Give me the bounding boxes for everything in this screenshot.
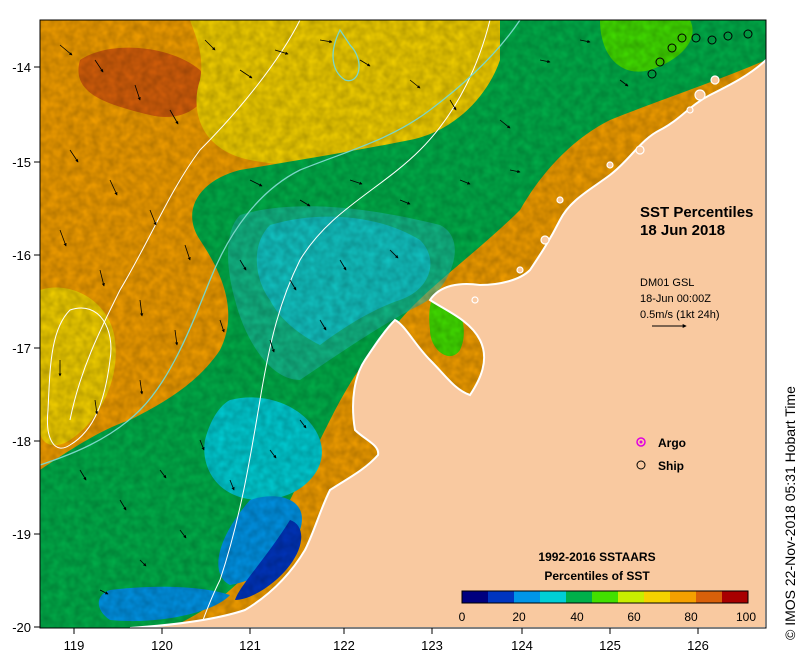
- map-title: SST Percentiles: [640, 204, 753, 221]
- y-tick-label: -17: [12, 341, 31, 356]
- ship-marker-icon: [636, 460, 646, 470]
- colorbar-swatch: [514, 591, 541, 603]
- colorbar-tick-label: 40: [570, 610, 584, 624]
- colorbar-tick-label: 100: [736, 610, 756, 624]
- colorbar-swatch: [488, 591, 515, 603]
- current-vectors: [58, 39, 629, 595]
- land-australia: [129, 58, 766, 628]
- current-scale: 0.5m/s (1kt 24h): [640, 309, 719, 321]
- islands: [471, 75, 720, 304]
- plot-frame: [39, 19, 767, 629]
- x-tick-label: 124: [511, 638, 533, 653]
- colorbar-frame: [461, 590, 749, 604]
- y-tick-label: -20: [12, 620, 31, 635]
- colorbar-swatch: [566, 591, 593, 603]
- ship-markers: [647, 29, 753, 79]
- x-tick-label: 123: [421, 638, 443, 653]
- colorbar-swatch: [462, 591, 489, 603]
- argo-label: Argo: [658, 436, 686, 450]
- x-tick-label: 122: [333, 638, 355, 653]
- colorbar-tick-label: 0: [459, 610, 466, 624]
- colorbar: [462, 591, 749, 603]
- colorbar-tick-label: 60: [627, 610, 641, 624]
- bathymetry-contour-teal-2: [332, 28, 360, 82]
- y-tick-label: -19: [12, 527, 31, 542]
- x-tick-label: 121: [239, 638, 261, 653]
- colorbar-swatch: [540, 591, 567, 603]
- colorbar-tick-label: 20: [512, 610, 526, 624]
- ship-label: Ship: [658, 459, 684, 473]
- map-date: 18 Jun 2018: [640, 222, 725, 239]
- colorbar-swatch: [670, 591, 697, 603]
- colorbar-title: 1992-2016 SSTAARS: [538, 550, 655, 564]
- current-time: 18-Jun 00:00Z: [640, 293, 711, 305]
- colorbar-swatch: [592, 591, 619, 603]
- argo-marker-dot-icon: [639, 440, 643, 444]
- y-axis-ticks: [34, 66, 40, 628]
- colorbar-swatch: [722, 591, 749, 603]
- colorbar-swatch: [696, 591, 723, 603]
- x-tick-label: 119: [64, 638, 85, 653]
- x-tick-label: 120: [151, 638, 173, 653]
- colorbar-subtitle: Percentiles of SST: [544, 569, 650, 583]
- y-tick-label: -18: [12, 434, 31, 449]
- x-tick-label: 125: [599, 638, 621, 653]
- bathymetry-contour-white-3: [46, 307, 112, 449]
- argo-marker-icon: [636, 437, 646, 447]
- y-tick-label: -16: [12, 248, 31, 263]
- current-source: DM01 GSL: [640, 277, 694, 289]
- bathymetry-contour-teal-1: [40, 20, 521, 466]
- y-tick-label: -15: [12, 155, 31, 170]
- colorbar-tick-label: 80: [684, 610, 698, 624]
- x-tick-label: 126: [687, 638, 709, 653]
- colorbar-swatch: [618, 591, 645, 603]
- x-axis-ticks: [73, 628, 699, 634]
- credit-text: © IMOS 22-Nov-2018 05:31 Hobart Time: [782, 386, 798, 640]
- bathymetry-contour-white-2: [69, 20, 301, 421]
- bathymetry-contour-white-1: [199, 20, 491, 628]
- y-tick-label: -14: [12, 60, 31, 75]
- sst-field: [40, 20, 766, 628]
- colorbar-swatch: [644, 591, 671, 603]
